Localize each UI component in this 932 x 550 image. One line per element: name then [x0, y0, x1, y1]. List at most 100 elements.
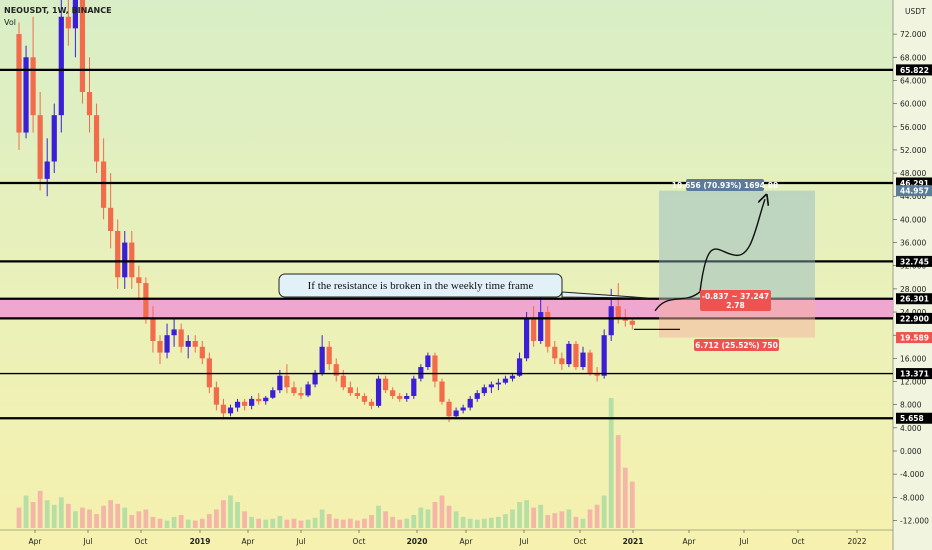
- volume-bar: [122, 507, 128, 528]
- time-axis[interactable]: Apr Jul Oct 2019 Apr Jul Oct 2020 Apr Jul Oct 2021 A…: [29, 530, 867, 546]
- annotation-pointer: [561, 291, 649, 299]
- volume-bar: [559, 511, 565, 528]
- volume-bar: [284, 519, 290, 528]
- volume-bar: [404, 518, 410, 528]
- candle-body: [65, 16, 71, 29]
- price-tag-label: 19.589: [900, 334, 929, 343]
- long-position-layer[interactable]: 18.656 (70.93%) 1694.88 -0.837 ~ 37.2472.…: [278, 179, 815, 351]
- candle-body: [566, 343, 572, 365]
- price-tag-label: 32.745: [900, 257, 929, 266]
- currency-label: USDT: [905, 7, 926, 16]
- volume-bar: [566, 509, 572, 528]
- candle-body: [524, 317, 530, 359]
- volume-bar: [453, 511, 459, 528]
- volume-bar: [101, 505, 106, 528]
- volume-bar: [510, 509, 515, 528]
- candle-body: [594, 372, 600, 376]
- volume-bar: [594, 504, 600, 528]
- time-tick-label: Apr: [242, 537, 256, 546]
- volume-bar: [192, 520, 198, 528]
- time-tick-label: 2019: [190, 537, 211, 546]
- price-tick-label: 4.000: [900, 424, 922, 433]
- volume-bar: [629, 481, 635, 528]
- stop-label: 6.712 (25.52%) 750: [694, 339, 779, 351]
- stop-label-text: 6.712 (25.52%) 750: [695, 341, 778, 350]
- candle-body: [495, 382, 501, 385]
- time-tick-label: Apr: [460, 537, 474, 546]
- candle-body: [249, 398, 255, 406]
- candle-body: [608, 306, 614, 336]
- volume-bar: [23, 495, 29, 528]
- projection-arrow: [654, 199, 765, 312]
- volume-bar: [221, 500, 226, 528]
- price-tag-bg: [896, 293, 932, 305]
- candle-body: [368, 401, 375, 406]
- candle-body: [206, 358, 212, 388]
- price-tag-label: 46.291: [900, 179, 929, 188]
- volume-layer: [16, 398, 635, 528]
- candle-body: [178, 329, 184, 347]
- candle-body: [270, 390, 276, 398]
- volume-bar: [37, 490, 43, 528]
- volume-bar: [580, 518, 586, 528]
- candle-body: [516, 358, 523, 376]
- candle-body: [115, 230, 121, 278]
- time-tick-label: Oct: [574, 537, 587, 546]
- price-tick-label: -4.000: [900, 470, 924, 479]
- volume-bar: [214, 509, 219, 528]
- candle-body: [30, 57, 36, 116]
- candle-body: [397, 395, 403, 399]
- target-label-text: 18.656 (70.93%) 1694.88: [672, 181, 778, 190]
- volume-bar: [362, 518, 367, 528]
- price-tag-label: 5.658: [900, 414, 924, 423]
- target-label-bg: [686, 179, 764, 191]
- candle-body: [277, 375, 283, 391]
- time-tick-label: Apr: [683, 537, 697, 546]
- volume-bar: [94, 514, 99, 528]
- candle-body: [390, 390, 396, 396]
- price-tag-bg: [896, 332, 932, 344]
- candle-body: [122, 242, 128, 278]
- volume-bar: [531, 507, 537, 528]
- volume-bar: [164, 520, 170, 528]
- volume-bar: [73, 511, 78, 528]
- target-label: 18.656 (70.93%) 1694.88: [672, 179, 778, 191]
- price-tick-label: 60.000: [900, 100, 926, 109]
- volume-bar: [277, 515, 283, 528]
- volume-bar: [44, 500, 50, 528]
- candle-body: [383, 378, 389, 391]
- price-tag-bg: [896, 185, 932, 197]
- price-tick-label: 24.000: [900, 308, 926, 317]
- price-tick-label: 40.000: [900, 215, 926, 224]
- time-tick-label: Oct: [353, 537, 366, 546]
- annotation-callout[interactable]: If the resistance is broken in the weekl…: [278, 273, 649, 299]
- volume-bar: [446, 505, 452, 528]
- time-tick-label: Oct: [135, 537, 148, 546]
- candle-body: [425, 355, 431, 368]
- volume-bar: [235, 502, 240, 528]
- volume-bar: [16, 507, 22, 528]
- candle-body: [101, 161, 107, 208]
- price-axis[interactable]: 72.000 68.000 64.000 60.000 56.000 52.000 48.0…: [893, 7, 932, 525]
- price-tick-label: 68.000: [900, 53, 926, 62]
- entry-label-text: -0.837 ~ 37.247: [702, 292, 769, 301]
- volume-bar: [80, 507, 85, 528]
- volume-bar: [383, 511, 388, 528]
- annotation-text: If the resistance is broken in the weekl…: [308, 280, 534, 292]
- price-tag-label: 13.371: [900, 370, 929, 379]
- volume-bar: [108, 500, 114, 528]
- volume-bar: [136, 511, 142, 528]
- volume-bar: [150, 516, 156, 528]
- volume-bar: [432, 502, 438, 528]
- volume-bar: [333, 518, 339, 528]
- volume-bar: [206, 514, 212, 528]
- price-tag-bg: [896, 177, 932, 189]
- price-tag-bg: [896, 368, 932, 380]
- candle-body: [340, 375, 346, 388]
- candle-body: [136, 277, 142, 284]
- price-tick-label: 56.000: [900, 123, 926, 132]
- candle-body: [23, 57, 29, 133]
- volume-bar: [418, 507, 424, 528]
